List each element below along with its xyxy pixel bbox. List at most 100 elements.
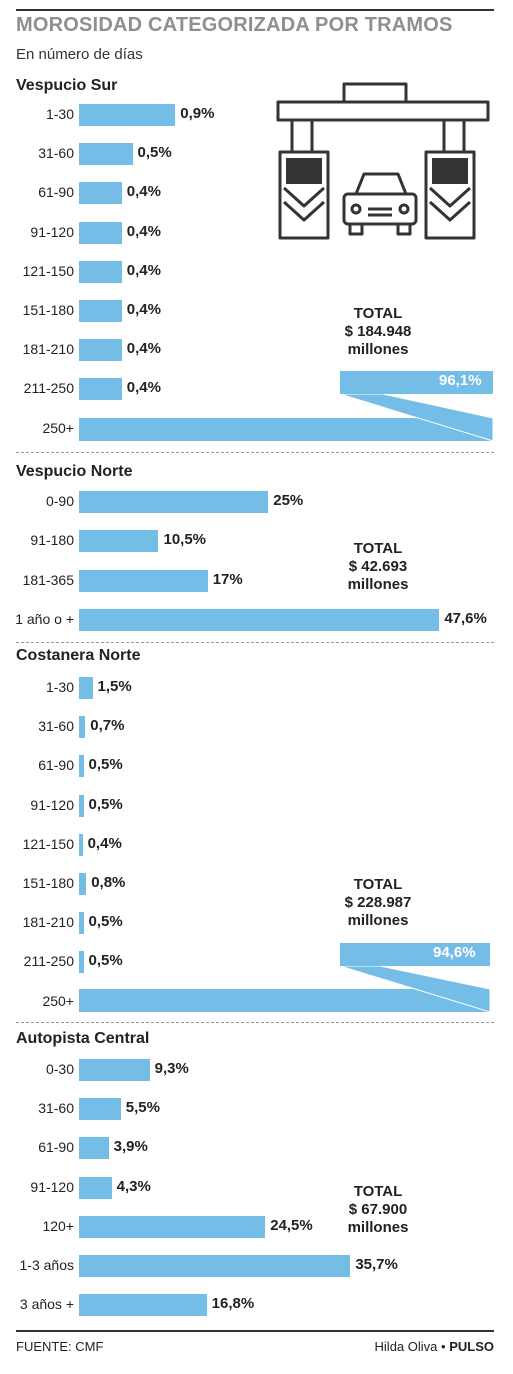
data-label: 0,4% — [87, 834, 122, 852]
data-label: 96,1% — [439, 372, 482, 389]
toll-booth-car-icon — [276, 82, 490, 240]
category-label: 31-60 — [38, 1100, 74, 1117]
total-line: $ 42.693 — [348, 558, 408, 575]
data-label: 24,5% — [270, 1216, 313, 1234]
category-label: 0-30 — [45, 1061, 74, 1077]
data-label: 1,5% — [97, 678, 132, 695]
total-line: millones — [347, 576, 409, 593]
bar — [79, 491, 269, 513]
category-label: 181-210 — [22, 341, 74, 358]
bar — [79, 1215, 266, 1238]
bar — [79, 609, 440, 632]
category-label: 181-210 — [22, 914, 74, 931]
data-label: 0,4% — [126, 261, 161, 279]
bar — [340, 371, 493, 394]
data-label: 47,6% — [444, 610, 487, 628]
bar — [79, 1137, 109, 1160]
data-label: 0,5% — [88, 756, 123, 774]
category-label: 61-90 — [38, 757, 74, 774]
bar — [79, 833, 83, 856]
vespucio-norte-title: Vespucio Norte — [16, 463, 133, 480]
data-label: 5,5% — [125, 1099, 160, 1117]
credit-separator: • — [441, 1339, 446, 1354]
data-label: 4,3% — [116, 1177, 151, 1195]
total-line: millones — [347, 341, 409, 358]
costanera-norte-total: TOTAL $ 228.987 millones — [313, 876, 443, 930]
bar — [79, 989, 490, 1012]
bar — [340, 943, 490, 966]
data-label: 0,7% — [90, 717, 125, 735]
category-label: 1-3 años — [19, 1257, 74, 1273]
vespucio-sur-total: TOTAL $ 184.948 millones — [313, 305, 443, 359]
bar — [79, 530, 159, 553]
bar — [79, 677, 93, 699]
category-label: 211-250 — [23, 953, 74, 970]
top-rule — [16, 9, 494, 11]
data-label: 16,8% — [211, 1295, 255, 1313]
bar — [79, 1098, 121, 1121]
bar — [79, 569, 208, 592]
total-line: $ 184.948 — [344, 323, 412, 340]
chart-title: MOROSIDAD CATEGORIZADA POR TRAMOS — [16, 14, 453, 36]
category-label: 3 años + — [19, 1296, 74, 1313]
bar — [79, 1176, 112, 1199]
data-label: 0,4% — [126, 301, 161, 318]
category-label: 31-60 — [38, 145, 74, 162]
total-line: TOTAL — [353, 305, 403, 322]
chart-subtitle: En número de días — [16, 46, 143, 63]
category-label: 211-250 — [23, 380, 74, 397]
credit-line: Hilda Oliva • PULSO — [375, 1339, 494, 1354]
bar — [79, 300, 122, 322]
section-divider — [16, 1022, 494, 1023]
bar — [79, 755, 84, 778]
bar — [79, 1059, 150, 1081]
bar — [79, 378, 122, 401]
total-line: $ 228.987 — [344, 894, 412, 911]
bar — [79, 794, 84, 817]
data-label: 17% — [212, 570, 243, 588]
data-label: 35,7% — [355, 1256, 398, 1273]
category-label: 61-90 — [38, 1139, 74, 1156]
autopista-central-total: TOTAL $ 67.900 millones — [313, 1183, 443, 1237]
category-label: 61-90 — [38, 184, 74, 201]
bottom-rule — [16, 1330, 494, 1332]
outlet-name: PULSO — [449, 1339, 494, 1354]
category-label: 1-30 — [45, 106, 74, 122]
category-label: 91-180 — [30, 532, 74, 549]
bar — [79, 1294, 207, 1317]
data-label: 0,8% — [91, 874, 126, 891]
category-label: 151-180 — [22, 302, 74, 318]
bar — [79, 260, 122, 283]
bar — [79, 912, 84, 935]
vespucio-norte-total: TOTAL $ 42.693 millones — [313, 540, 443, 594]
category-label: 31-60 — [38, 718, 74, 735]
category-label: 0-90 — [45, 493, 74, 509]
source-note: FUENTE: CMF — [16, 1339, 104, 1354]
bar — [79, 716, 86, 739]
data-label: 0,4% — [126, 379, 161, 397]
category-label: 121-150 — [22, 835, 74, 852]
zoom-band — [339, 965, 491, 1013]
bar — [79, 221, 122, 244]
category-label: 250+ — [42, 992, 74, 1009]
total-line: TOTAL — [353, 540, 403, 557]
category-label: 250+ — [42, 419, 74, 436]
data-label: 0,5% — [88, 913, 123, 931]
data-label: 0,4% — [126, 340, 161, 358]
vespucio-sur-title: Vespucio Sur — [16, 77, 118, 94]
bar — [79, 951, 84, 974]
data-label: 25% — [273, 492, 304, 509]
category-label: 121-150 — [22, 262, 74, 279]
category-label: 151-180 — [22, 875, 74, 891]
bar — [79, 182, 122, 205]
category-label: 1 año o + — [15, 611, 74, 628]
section-divider — [16, 642, 494, 643]
bar — [79, 418, 493, 441]
bar — [79, 873, 87, 895]
category-label: 181-365 — [22, 571, 74, 588]
total-line: TOTAL — [353, 1183, 403, 1200]
bar — [79, 104, 176, 126]
category-label: 120+ — [42, 1217, 74, 1234]
